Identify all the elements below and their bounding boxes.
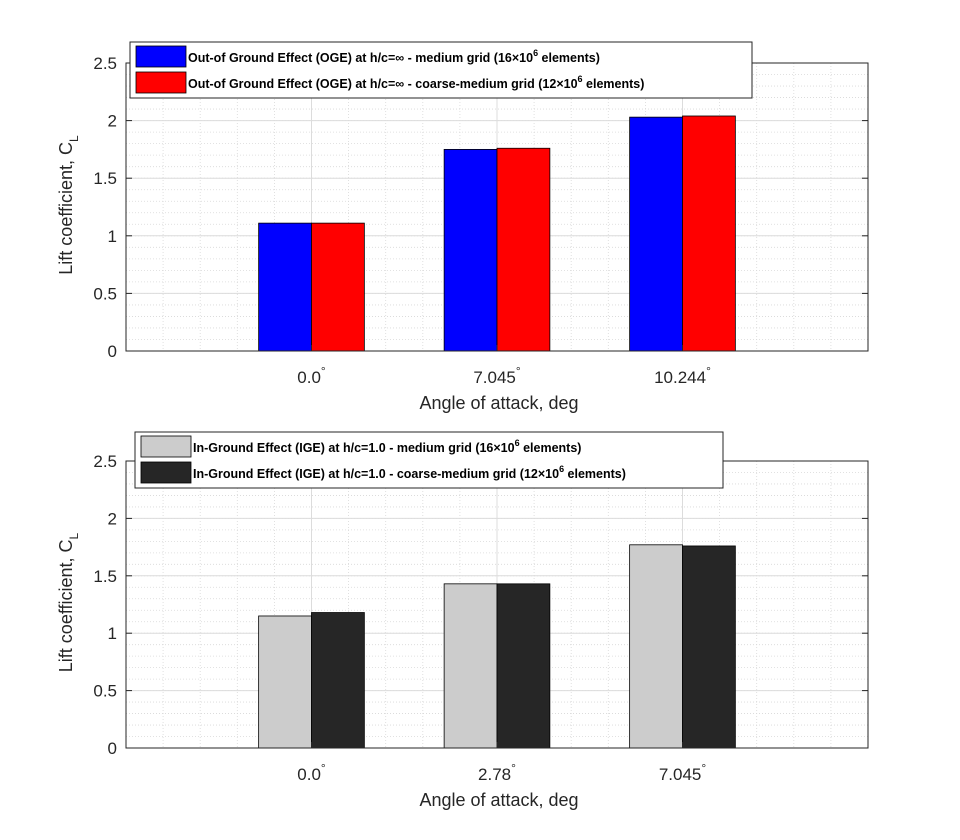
y-tick-label: 2.5 bbox=[93, 452, 117, 471]
y-tick-label: 0.5 bbox=[93, 682, 117, 701]
legend-swatch bbox=[140, 435, 192, 458]
legend-entry-label: Out-of Ground Effect (OGE) at h/c=∞ - co… bbox=[188, 74, 644, 91]
bar-1-10.244 bbox=[629, 116, 683, 352]
y-tick-label: 0 bbox=[108, 342, 117, 361]
bar-2-10.244 bbox=[682, 115, 736, 352]
y-axis-label: Lift coefficient, CL bbox=[56, 532, 81, 672]
x-tick-label: 2.78° bbox=[478, 761, 516, 784]
y-tick-label: 2.5 bbox=[93, 54, 117, 73]
y-tick-label: 1.5 bbox=[93, 169, 117, 188]
bar-1-0.0 bbox=[258, 615, 312, 749]
legend-swatch bbox=[140, 461, 192, 484]
bar-1-7.045 bbox=[629, 544, 683, 749]
legend-entry-label: In-Ground Effect (IGE) at h/c=1.0 - coar… bbox=[193, 464, 626, 481]
y-axis-label: Lift coefficient, CL bbox=[56, 135, 81, 275]
x-axis-label: Angle of attack, deg bbox=[419, 393, 578, 413]
bar-2-0.0 bbox=[311, 612, 365, 749]
bar-2-7.045 bbox=[496, 147, 551, 352]
bar-1-0.0 bbox=[258, 222, 312, 352]
legend-entry-label: In-Ground Effect (IGE) at h/c=1.0 - medi… bbox=[193, 438, 581, 455]
legend-box bbox=[129, 41, 753, 99]
x-tick-label: 7.045° bbox=[659, 761, 707, 784]
bar-2-2.78 bbox=[496, 583, 551, 749]
x-tick-label: 0.0° bbox=[297, 761, 326, 784]
y-tick-label: 1 bbox=[108, 624, 117, 643]
bar-1-2.78 bbox=[443, 583, 498, 749]
x-tick-label: 10.244° bbox=[654, 364, 711, 387]
legend-entry-label: Out-of Ground Effect (OGE) at h/c=∞ - me… bbox=[188, 48, 600, 65]
legend: Out-of Ground Effect (OGE) at h/c=∞ - me… bbox=[129, 41, 753, 99]
chart-panel-1: 0 0.5 1 1.5 2 2.5 0.0° 7.045° 10.244° Angle of at… bbox=[56, 41, 869, 413]
x-tick-label: 0.0° bbox=[297, 364, 326, 387]
y-tick-label: 2 bbox=[108, 509, 117, 528]
y-tick-label: 2 bbox=[108, 112, 117, 131]
y-tick-label: 1.5 bbox=[93, 567, 117, 586]
legend: In-Ground Effect (IGE) at h/c=1.0 - medi… bbox=[134, 431, 724, 489]
bar-2-7.045 bbox=[682, 545, 736, 749]
chart-panel-2: 0 0.5 1 1.5 2 2.5 0.0° 2.78° 7.045° Angle of atta… bbox=[56, 431, 869, 810]
legend-box bbox=[134, 431, 724, 489]
legend-swatch bbox=[135, 45, 187, 68]
x-tick-label: 7.045° bbox=[473, 364, 521, 387]
x-axis-label: Angle of attack, deg bbox=[419, 790, 578, 810]
bar-2-0.0 bbox=[311, 222, 365, 352]
y-tick-label: 0 bbox=[108, 739, 117, 758]
y-tick-label: 1 bbox=[108, 227, 117, 246]
legend-swatch bbox=[135, 71, 187, 94]
bar-1-7.045 bbox=[443, 148, 498, 352]
y-tick-label: 0.5 bbox=[93, 284, 117, 303]
